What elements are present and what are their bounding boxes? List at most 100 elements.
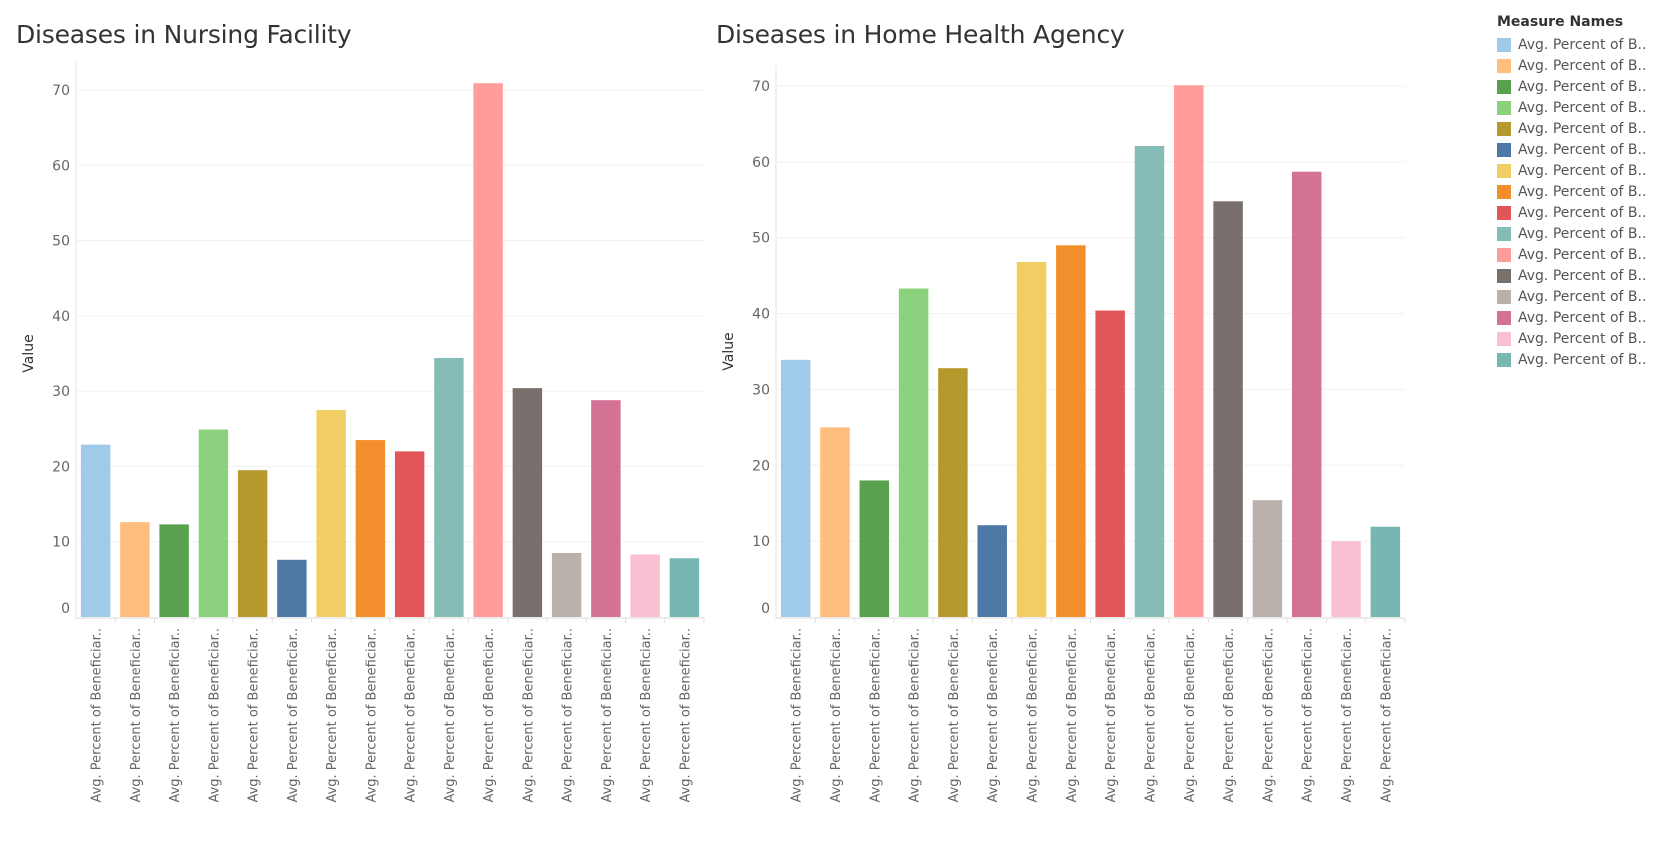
y-tick-label: 70 (752, 79, 770, 95)
legend-swatch (1497, 163, 1511, 178)
x-tick-label: Avg. Percent of Beneficiar.. (1026, 628, 1041, 803)
bar (434, 358, 464, 617)
x-tick-label: Avg. Percent of Beneficiar.. (790, 628, 805, 803)
y-tick-label: 60 (752, 155, 770, 171)
x-tick-label: Avg. Percent of Beneficiar.. (1340, 628, 1355, 803)
legend-item[interactable]: Avg. Percent of B.. (1497, 328, 1657, 349)
bar (1213, 201, 1243, 617)
legend-swatch (1497, 100, 1511, 115)
legend-label: Avg. Percent of B.. (1518, 330, 1647, 347)
bar (938, 368, 968, 617)
legend-swatch (1497, 58, 1511, 73)
legend-title: Measure Names (1497, 14, 1624, 30)
x-tick-label: Avg. Percent of Beneficiar.. (90, 628, 105, 803)
legend-swatch (1497, 268, 1511, 283)
legend-swatch (1497, 142, 1511, 157)
legend-swatch (1497, 247, 1511, 262)
x-tick-label: Avg. Percent of Beneficiar.. (129, 628, 144, 803)
bar (473, 83, 503, 617)
bar (551, 553, 582, 617)
x-tick-label: Avg. Percent of Beneficiar.. (947, 628, 962, 803)
legend-item[interactable]: Avg. Percent of B.. (1497, 307, 1657, 328)
legend-item[interactable]: Avg. Percent of B.. (1497, 76, 1657, 97)
legend-item[interactable]: Avg. Percent of B.. (1497, 244, 1657, 265)
x-tick-label: Avg. Percent of Beneficiar.. (325, 628, 340, 803)
legend-label: Avg. Percent of B.. (1518, 225, 1647, 242)
x-tick-label: Avg. Percent of Beneficiar.. (1222, 628, 1237, 803)
x-tick-label: Avg. Percent of Beneficiar.. (207, 628, 222, 803)
nursing-facility-chart-panel: Diseases in Nursing Facility 0 10 20 30 40 50… (0, 0, 750, 861)
legend-items: Avg. Percent of B.. Avg. Percent of B.. Av… (1497, 34, 1657, 370)
legend-label: Avg. Percent of B.. (1518, 99, 1647, 116)
y-tick-label: 60 (52, 158, 70, 174)
bar (1016, 261, 1047, 617)
legend-label: Avg. Percent of B.. (1518, 120, 1647, 137)
y-tick-label: 20 (52, 459, 70, 475)
legend-swatch (1497, 310, 1511, 325)
x-tick-label: Avg. Percent of Beneficiar.. (364, 628, 379, 803)
legend-label: Avg. Percent of B.. (1518, 288, 1647, 305)
x-tick-label: Avg. Percent of Beneficiar.. (443, 628, 458, 803)
legend-item[interactable]: Avg. Percent of B.. (1497, 223, 1657, 244)
legend-swatch (1497, 79, 1511, 94)
legend-item[interactable]: Avg. Percent of B.. (1497, 286, 1657, 307)
x-tick-label: Avg. Percent of Beneficiar.. (1104, 628, 1119, 803)
legend-swatch (1497, 121, 1511, 136)
bar (1134, 145, 1165, 618)
legend-swatch (1497, 37, 1511, 52)
x-tick-label: Avg. Percent of Beneficiar.. (404, 628, 419, 803)
chart-title: Diseases in Nursing Facility (16, 20, 352, 49)
legend-item[interactable]: Avg. Percent of B.. (1497, 97, 1657, 118)
legend-item[interactable]: Avg. Percent of B.. (1497, 202, 1657, 223)
x-tick-label: Avg. Percent of Beneficiar.. (868, 628, 883, 803)
bar (159, 524, 189, 617)
bar (80, 444, 111, 617)
home-health-chart: 0 10 20 30 40 50 60 70 Value Avg. Percent of Bene… (721, 64, 1406, 803)
y-axis-title: Value (721, 332, 737, 370)
x-tick-label: Avg. Percent of Beneficiar.. (600, 628, 615, 803)
legend-item[interactable]: Avg. Percent of B.. (1497, 139, 1657, 160)
bar (859, 480, 890, 617)
legend-label: Avg. Percent of B.. (1518, 162, 1647, 179)
legend-item[interactable]: Avg. Percent of B.. (1497, 181, 1657, 202)
x-tick-label: Avg. Percent of Beneficiar.. (1301, 628, 1316, 803)
x-tick-label: Avg. Percent of Beneficiar.. (829, 628, 844, 803)
x-tick-label: Avg. Percent of Beneficiar.. (1379, 628, 1394, 803)
legend-label: Avg. Percent of B.. (1518, 351, 1647, 368)
x-tick-label: Avg. Percent of Beneficiar.. (1261, 628, 1276, 803)
bar (120, 522, 150, 617)
legend-item[interactable]: Avg. Percent of B.. (1497, 34, 1657, 55)
legend-item[interactable]: Avg. Percent of B.. (1497, 55, 1657, 76)
y-tick-label: 20 (752, 458, 770, 474)
bar (316, 409, 346, 617)
bar (355, 440, 386, 617)
bar (898, 288, 929, 617)
bar (1174, 85, 1204, 617)
legend-item[interactable]: Avg. Percent of B.. (1497, 160, 1657, 181)
y-tick-label: 50 (752, 231, 770, 247)
legend-swatch (1497, 352, 1511, 367)
y-tick-label: 70 (52, 83, 70, 99)
nursing-facility-chart: 0 10 20 30 40 50 60 70 Value Avg. Percent of Bene… (21, 60, 705, 803)
bar (394, 451, 425, 617)
bar (1056, 245, 1086, 618)
legend-swatch (1497, 331, 1511, 346)
y-tick-label: 10 (752, 534, 770, 550)
legend-label: Avg. Percent of B.. (1518, 183, 1647, 200)
legend-item[interactable]: Avg. Percent of B.. (1497, 265, 1657, 286)
legend-label: Avg. Percent of B.. (1518, 57, 1647, 74)
x-tick-label: Avg. Percent of Beneficiar.. (286, 628, 301, 803)
bar (1331, 541, 1361, 617)
x-tick-label: Avg. Percent of Beneficiar.. (639, 628, 654, 803)
bar (1291, 171, 1322, 617)
legend-label: Avg. Percent of B.. (1518, 36, 1647, 53)
legend-item[interactable]: Avg. Percent of B.. (1497, 118, 1657, 139)
chart-title: Diseases in Home Health Agency (716, 20, 1125, 49)
bar (1370, 526, 1401, 617)
legend-label: Avg. Percent of B.. (1518, 204, 1647, 221)
y-tick-label: 10 (52, 535, 70, 551)
bar (1095, 310, 1125, 617)
bar (780, 359, 811, 617)
legend-swatch (1497, 184, 1511, 199)
legend-item[interactable]: Avg. Percent of B.. (1497, 349, 1657, 370)
